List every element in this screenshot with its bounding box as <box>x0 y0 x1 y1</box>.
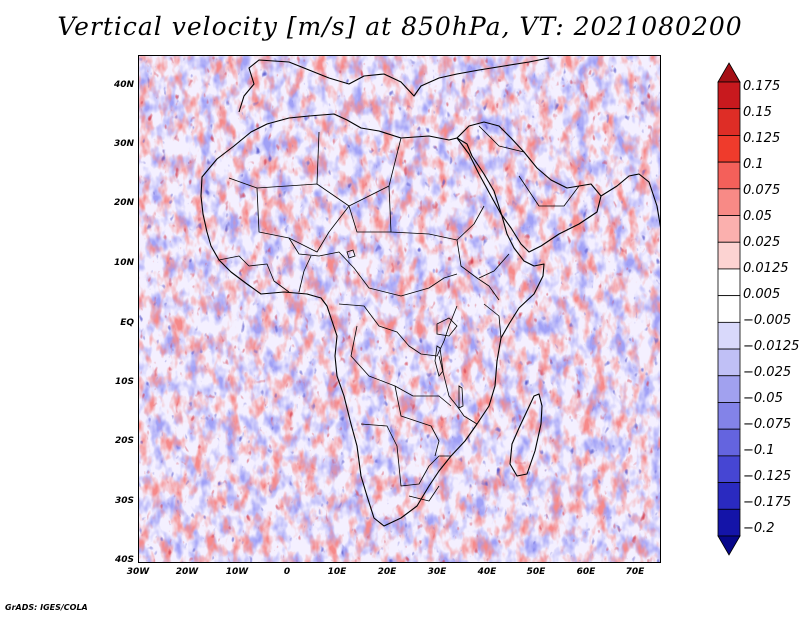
colorbar-segment <box>717 188 741 216</box>
colorbar-label: 0.075 <box>743 183 781 198</box>
border-line <box>408 485 440 502</box>
lat-label: EQ <box>120 318 134 328</box>
colorbar-label: 0.025 <box>743 235 781 250</box>
border-line <box>218 255 250 267</box>
lon-label: 50E <box>526 567 546 577</box>
country-borders <box>218 125 580 502</box>
colorbar-label: −0.0125 <box>743 339 800 354</box>
colorbar-segment <box>717 482 741 510</box>
lon-label: 20E <box>377 567 397 577</box>
lon-label: 10W <box>225 567 249 577</box>
border-line <box>360 423 451 487</box>
colorbar-segment <box>717 215 741 243</box>
colorbar-label: −0.025 <box>743 365 792 380</box>
lat-label: 30S <box>114 496 134 506</box>
border-line <box>288 237 458 297</box>
colorbar-segment <box>717 268 741 297</box>
colorbar <box>717 62 741 556</box>
border-line <box>388 185 485 241</box>
colorbar-label: 0.15 <box>743 105 772 120</box>
border-line <box>438 355 478 425</box>
lon-label: 10E <box>327 567 347 577</box>
colorbar-label: 0.05 <box>743 209 772 224</box>
colorbar-segment <box>717 508 741 537</box>
colorbar-label: 0.005 <box>743 287 781 302</box>
border-line <box>483 303 502 339</box>
colorbar-segment <box>717 241 741 270</box>
lat-label: 10N <box>113 258 134 268</box>
coastlines <box>200 57 660 527</box>
colorbar-segment <box>717 321 741 350</box>
border-line <box>456 239 500 301</box>
footer-credit: GrADS: IGES/COLA <box>5 603 88 612</box>
lon-label: 70E <box>625 567 645 577</box>
colorbar-segment <box>717 455 741 483</box>
colorbar-segment <box>717 81 741 110</box>
lake-malawi <box>458 385 464 409</box>
border-line <box>298 255 312 293</box>
colorbar-segment <box>717 428 741 457</box>
colorbar-segment <box>717 295 741 323</box>
chart-title: Vertical velocity [m/s] at 850hPa, VT: 2… <box>57 12 743 41</box>
arabia-coastline <box>456 121 602 253</box>
colorbar-label: −0.05 <box>743 391 783 406</box>
border-line <box>338 303 458 357</box>
lon-label: 0 <box>283 567 291 577</box>
colorbar-label: 0.125 <box>743 131 781 146</box>
colorbar-segment <box>717 161 741 190</box>
lon-label: 30W <box>126 567 150 577</box>
strong-descent-field <box>139 56 660 562</box>
border-line <box>478 253 510 279</box>
lake-tanganyika <box>434 345 444 377</box>
colorbar-label: −0.1 <box>743 443 775 458</box>
border-line <box>478 125 525 153</box>
map-panel <box>138 55 661 563</box>
colorbar-top-arrow <box>717 62 741 83</box>
colorbar-segment <box>717 402 741 430</box>
lake-chad <box>346 249 356 259</box>
lon-label: 60E <box>576 567 596 577</box>
velocity-field-map <box>139 56 660 562</box>
colorbar-segment <box>717 375 741 403</box>
colorbar-segment <box>717 135 741 163</box>
border-line <box>350 325 452 407</box>
lon-label: 40E <box>477 567 497 577</box>
madagascar-coastline <box>509 393 543 477</box>
lat-label: 30N <box>113 139 134 149</box>
lon-label: 30E <box>427 567 447 577</box>
africa-coastline <box>200 113 545 527</box>
lon-label: 20W <box>175 567 199 577</box>
colorbar-segment <box>717 348 741 377</box>
colorbar-label: −0.075 <box>743 417 792 432</box>
asia-coastline <box>600 173 660 228</box>
colorbar-label: 0.175 <box>743 79 781 94</box>
border-line <box>394 385 440 457</box>
lat-label: 20S <box>114 436 134 446</box>
border-line <box>348 205 391 233</box>
border-line <box>256 187 350 253</box>
lat-label: 20N <box>113 198 134 208</box>
lat-label: 40N <box>113 80 134 90</box>
colorbar-label: −0.2 <box>743 521 775 536</box>
colorbar-segment <box>717 108 741 136</box>
border-line <box>518 175 580 207</box>
lat-label: 40S <box>114 555 134 565</box>
colorbar-label: −0.175 <box>743 495 792 510</box>
europe-coastline <box>238 57 550 113</box>
colorbar-label: −0.125 <box>743 469 792 484</box>
border-line <box>316 131 320 185</box>
lakes <box>346 249 464 409</box>
border-line <box>248 263 290 293</box>
lat-label: 10S <box>114 377 134 387</box>
colorbar-label: 0.1 <box>743 157 764 172</box>
colorbar-label: 0.0125 <box>743 261 789 276</box>
colorbar-label: −0.005 <box>743 313 792 328</box>
border-line <box>228 137 402 207</box>
colorbar-bottom-arrow <box>717 535 741 556</box>
lake-victoria <box>436 317 458 337</box>
